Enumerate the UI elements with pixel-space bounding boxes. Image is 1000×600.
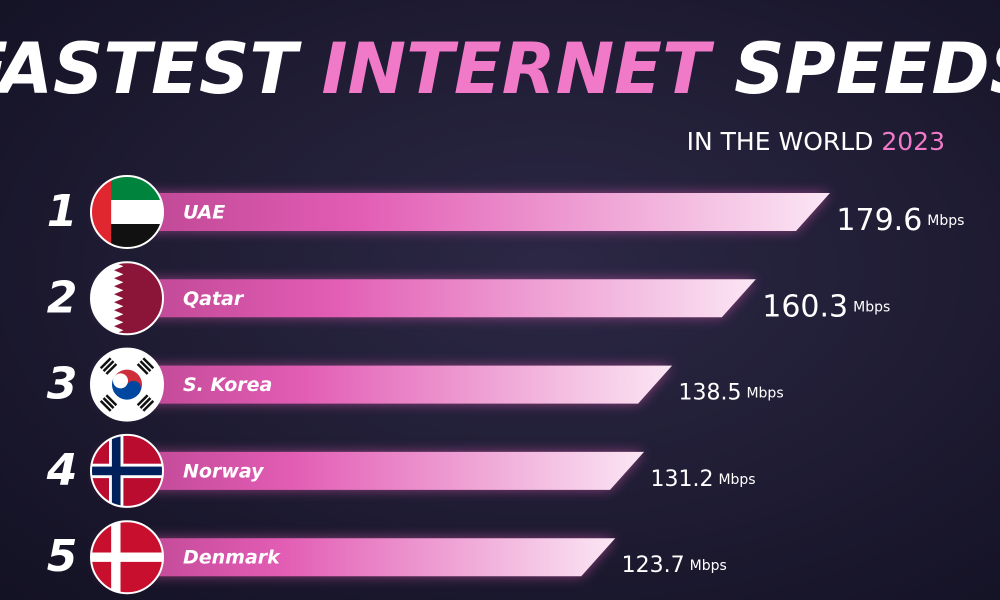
- flag-part: [102, 360, 115, 373]
- unit: Mbps: [927, 213, 964, 229]
- flag: [91, 348, 163, 421]
- title-word: SPEEDS: [734, 28, 1000, 110]
- flag-part: [105, 363, 118, 375]
- flag-part: [112, 377, 141, 400]
- value-label: 138.5 Mbps: [678, 381, 783, 406]
- flag-border: [90, 347, 164, 422]
- value: 123.7: [622, 553, 685, 578]
- value: 179.6: [836, 203, 922, 238]
- category-label: Norway: [183, 460, 265, 482]
- title-word: FASTEST: [0, 28, 302, 110]
- flag-border: [90, 175, 164, 249]
- value-label: 123.7 Mbps: [622, 553, 727, 578]
- rank: 5: [47, 531, 78, 582]
- flag-part: [136, 363, 149, 375]
- row: 1 UAE 179.6 Mbps: [47, 175, 964, 249]
- flag-border: [90, 520, 164, 595]
- value-label: 160.3 Mbps: [762, 289, 890, 324]
- value: 138.5: [678, 381, 741, 406]
- unit: Mbps: [853, 299, 890, 315]
- subtitle-text: IN THE WORLD: [687, 127, 874, 156]
- flag: [91, 262, 163, 335]
- value: 131.2: [650, 467, 713, 492]
- flag-part: [142, 400, 155, 412]
- flag-part: [91, 466, 163, 476]
- unit: Mbps: [718, 472, 755, 488]
- unit: Mbps: [746, 386, 783, 402]
- flag-border: [90, 433, 164, 508]
- flag-part: [102, 397, 115, 409]
- rows: 1 UAE 179.6 Mbps 2 Qatar 160.3 Mbps 3 S. Korea 138…: [46, 175, 964, 595]
- rank: 3: [47, 359, 78, 410]
- flag-part: [99, 400, 112, 412]
- unit: Mbps: [690, 558, 727, 574]
- flag-part: [91, 552, 163, 562]
- category-label: Qatar: [183, 288, 245, 310]
- title-word: INTERNET: [322, 28, 715, 110]
- bar: [100, 365, 673, 404]
- flag-border: [90, 261, 164, 336]
- value-label: 179.6 Mbps: [836, 203, 964, 238]
- rank: 2: [47, 272, 78, 323]
- bar: [100, 538, 616, 577]
- rank: 1: [47, 186, 78, 237]
- category-label: S. Korea: [183, 374, 272, 396]
- subtitle: IN THE WORLD 2023: [687, 127, 945, 156]
- flag-part: [91, 262, 124, 335]
- row: 2 Qatar 160.3 Mbps: [47, 261, 890, 336]
- flag-part: [105, 394, 118, 407]
- flag: [91, 434, 163, 507]
- bar: [100, 451, 645, 490]
- chart-title: FASTEST INTERNET SPEEDS: [0, 28, 1000, 110]
- value-label: 131.2 Mbps: [650, 467, 755, 492]
- category-label: Denmark: [183, 547, 281, 569]
- flag-part: [142, 357, 155, 370]
- category-label: UAE: [183, 202, 225, 224]
- flag-part: [139, 397, 152, 409]
- value: 160.3: [762, 289, 848, 324]
- bar: [100, 193, 830, 231]
- bar: [100, 279, 756, 318]
- flag-part: [136, 394, 149, 407]
- flag-part: [139, 360, 152, 373]
- row: 4 Norway 131.2 Mbps: [46, 433, 756, 508]
- subtitle-year: 2023: [881, 127, 945, 156]
- flag: [91, 521, 163, 594]
- row: 3 S. Korea 138.5 Mbps: [47, 347, 784, 422]
- row: 5 Denmark 123.7 Mbps: [47, 520, 727, 595]
- rank: 4: [46, 445, 78, 496]
- flag-part: [99, 357, 112, 370]
